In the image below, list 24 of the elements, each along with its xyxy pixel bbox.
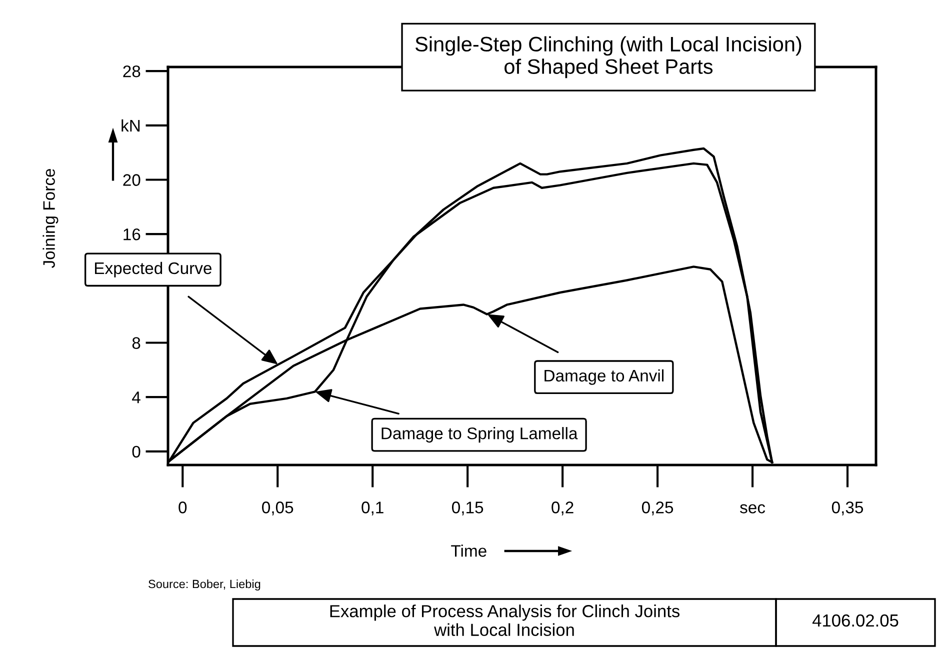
text: Example of Process Analysis for Clinch Joints with Local Incision xyxy=(330,604,680,636)
annotation: Expected Curve xyxy=(95,262,212,278)
annotation: Damage to Anvil xyxy=(544,369,664,385)
y-tick-label: 20 xyxy=(123,174,140,186)
y-tick-label: 28 xyxy=(123,65,140,78)
x-tick-label: 0,35 xyxy=(832,502,864,516)
y-tick-label: 16 xyxy=(124,228,140,240)
source-note: Source: Bober, Liebig xyxy=(148,579,260,591)
x-tick-label: 0,1 xyxy=(362,502,384,516)
x-axis-title: Time xyxy=(451,544,486,557)
y-tick-label: kN xyxy=(122,119,140,132)
annotation: Damage to Spring Lamella xyxy=(382,427,578,443)
y-tick-label: 0 xyxy=(132,446,140,458)
x-tick-label: 0,25 xyxy=(642,502,674,516)
x-tick-label: 0,05 xyxy=(262,502,294,516)
text: 4106.02.05 xyxy=(812,614,898,627)
x-tick-label: 0 xyxy=(178,502,187,514)
y-tick-label: 8 xyxy=(132,337,140,349)
chart-title: Single-Step Clinching (with Local Incision) of Shaped Sheet Parts xyxy=(415,36,802,78)
x-tick-label: 0,2 xyxy=(552,502,574,516)
x-tick-label: 0,15 xyxy=(452,502,484,516)
y-tick-label: 4 xyxy=(132,392,140,404)
y-axis-title: Joining Force xyxy=(42,168,58,268)
x-tick-label: sec xyxy=(740,504,766,514)
